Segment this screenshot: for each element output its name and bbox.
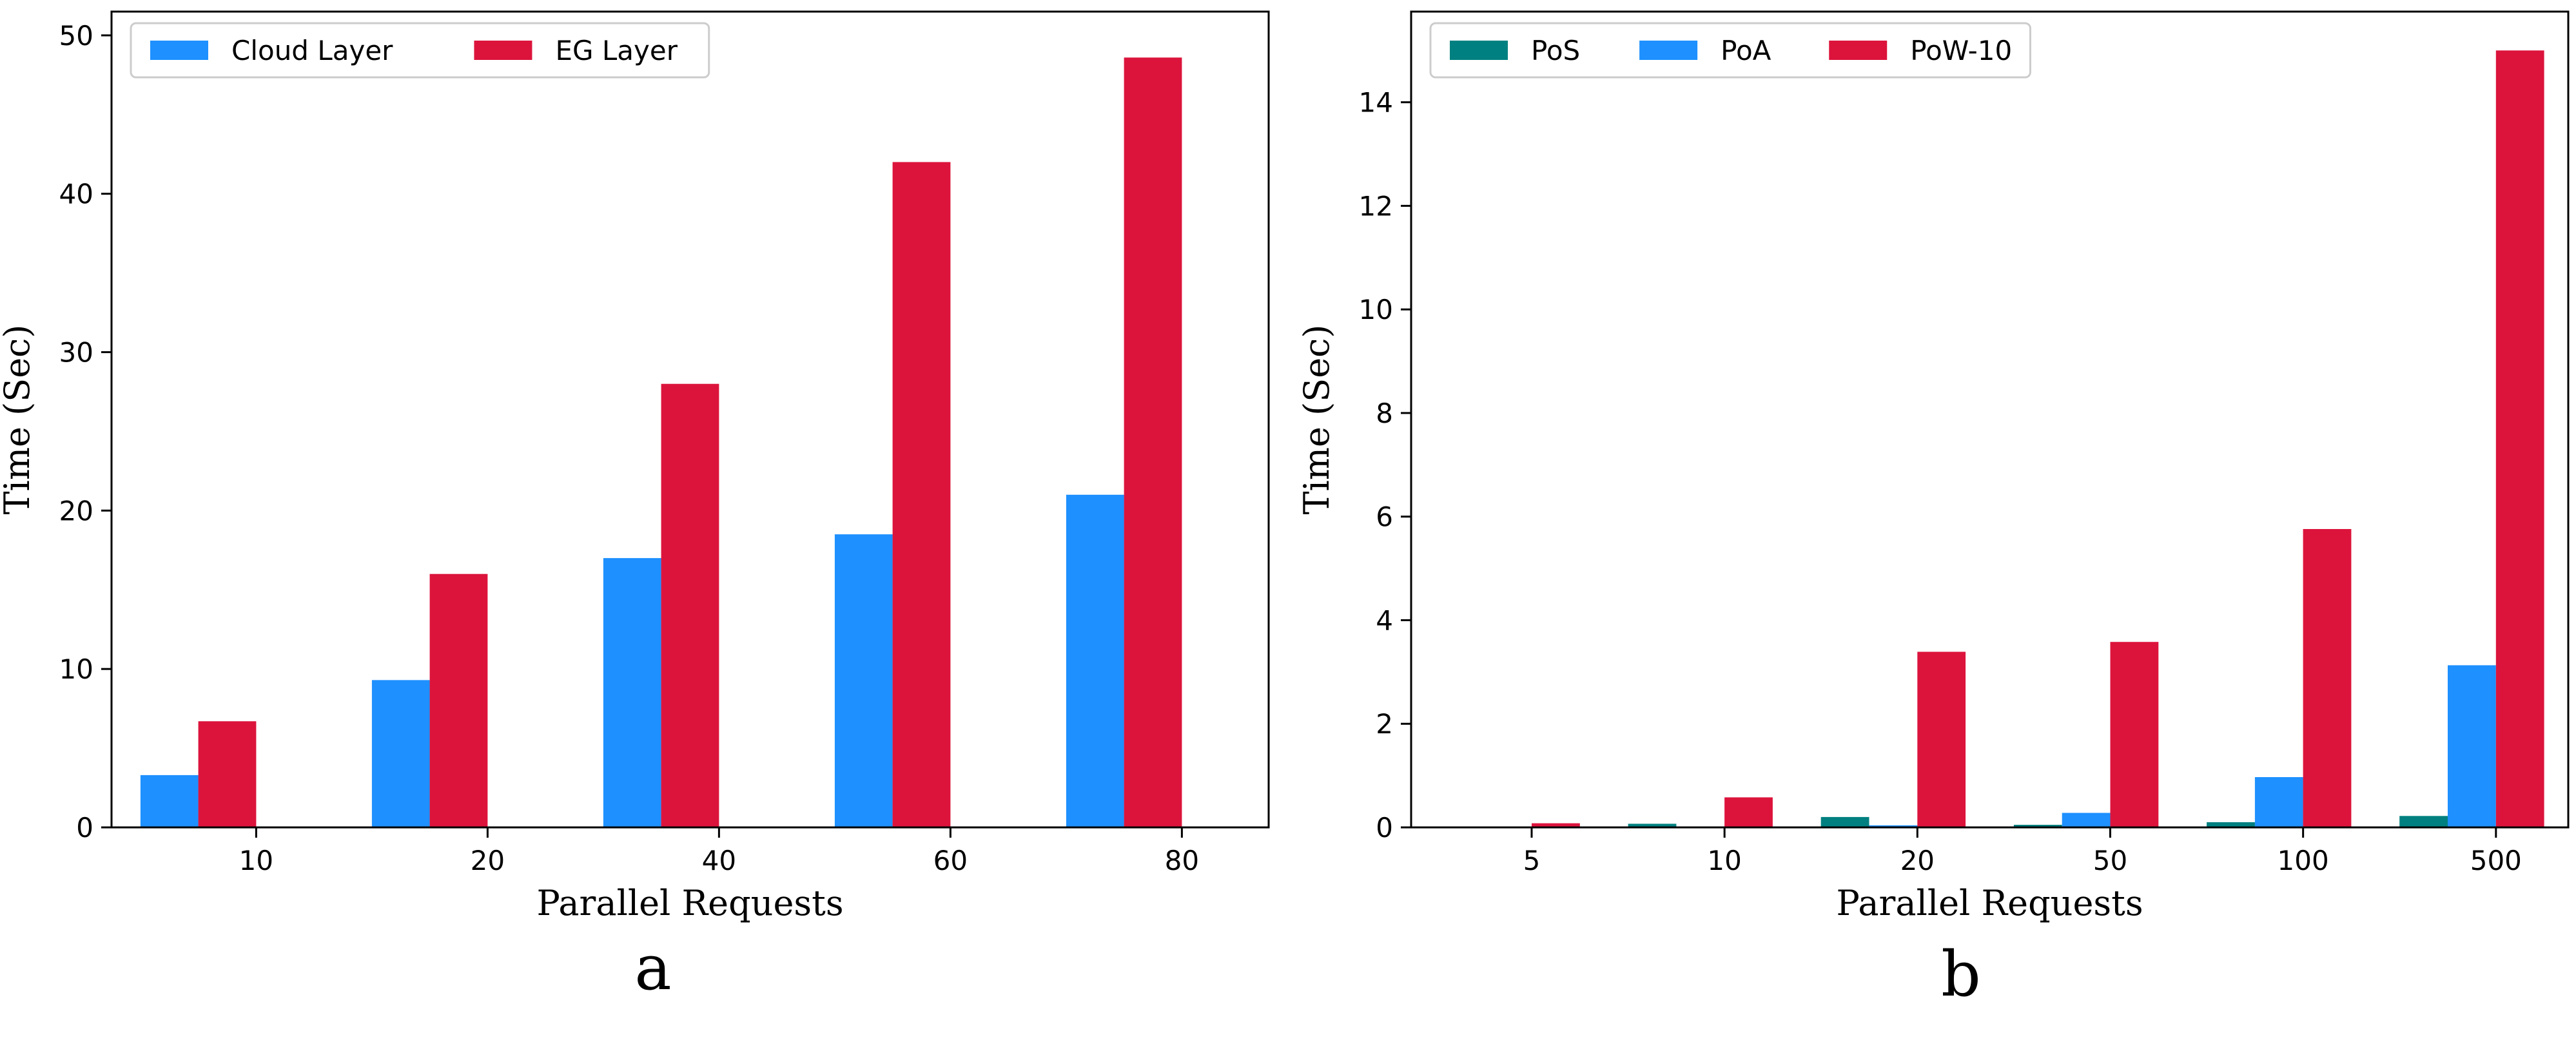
y-tick-label: 6 (1376, 501, 1393, 533)
panel-label: a (634, 932, 671, 1004)
y-tick-label: 50 (59, 20, 93, 52)
y-tick-label: 0 (76, 812, 93, 843)
bar-cloud-layer-40 (603, 558, 661, 827)
legend-label: PoS (1531, 35, 1580, 66)
x-tick-label: 500 (2470, 845, 2522, 876)
legend: PoS PoA PoW-10 (1429, 22, 2031, 79)
y-axis-title: Time (Sec) (0, 325, 37, 515)
bar-poa-20 (1869, 825, 1918, 827)
legend-swatch (1639, 41, 1698, 60)
bar-poa-500 (2448, 665, 2496, 827)
bar-pos-50 (2013, 825, 2062, 827)
bar-eg-layer-40 (661, 383, 719, 827)
bar-pos-10 (1628, 824, 1677, 827)
y-tick-label: 12 (1359, 190, 1393, 222)
bar-cloud-layer-10 (140, 775, 199, 827)
legend-label: PoA (1721, 35, 1771, 66)
bar-eg-layer-80 (1124, 57, 1182, 827)
bar-pow-10-20 (1917, 651, 1966, 827)
legend-box (130, 22, 710, 79)
bar-cloud-layer-80 (1066, 494, 1124, 827)
legend-box (1429, 22, 2031, 79)
x-tick-label: 40 (702, 845, 736, 876)
x-tick-label: 5 (1523, 845, 1541, 876)
bar-pow-10-100 (2303, 529, 2352, 827)
legend-label: Cloud Layer (231, 35, 393, 66)
legend-swatch (474, 41, 532, 60)
bar-pos-100 (2207, 822, 2255, 827)
x-tick-label: 60 (933, 845, 968, 876)
chart-panel-a: 10 20 40 60 80 0 10 20 30 40 50 Parallel Requests Ti… (0, 10, 1270, 1004)
x-tick-label: 10 (1707, 845, 1741, 876)
bar-pos-500 (2399, 816, 2448, 827)
y-tick-label: 40 (59, 178, 93, 210)
y-tick-label: 10 (59, 653, 93, 685)
bar-cloud-layer-20 (371, 680, 430, 827)
x-tick-label: 80 (1165, 845, 1199, 876)
y-tick-label: 4 (1376, 604, 1393, 636)
plot-frame (1410, 10, 2570, 829)
y-tick-label: 8 (1376, 398, 1393, 429)
y-tick-label: 20 (59, 495, 93, 526)
bar-pow-10-500 (2495, 50, 2544, 827)
legend-swatch (1450, 41, 1508, 60)
bar-pow-10-50 (2110, 642, 2159, 827)
bar-pow-10-10 (1724, 797, 1773, 827)
y-tick-label: 30 (59, 337, 93, 369)
bar-pow-10-5 (1532, 823, 1580, 827)
x-tick-label: 20 (1900, 845, 1935, 876)
x-axis-title: Parallel Requests (536, 883, 843, 923)
x-tick-label: 100 (2278, 845, 2329, 876)
x-tick-label: 10 (239, 845, 273, 876)
bar-cloud-layer-60 (834, 534, 893, 827)
legend-label: EG Layer (555, 35, 678, 66)
bar-pos-20 (1820, 816, 1869, 827)
bar-eg-layer-10 (198, 721, 257, 827)
legend-swatch (1829, 41, 1888, 60)
x-axis-title: Parallel Requests (1836, 883, 2143, 923)
chart-panel-b: 5 10 20 50 100 500 0 2 4 6 8 10 12 14 Parallel Request… (1296, 10, 2570, 1010)
legend-swatch (150, 41, 208, 60)
x-tick-label: 50 (2093, 845, 2127, 876)
plot-frame (110, 10, 1270, 829)
y-axis-title: Time (Sec) (1296, 325, 1337, 515)
y-tick-label: 2 (1376, 708, 1393, 740)
bar-poa-50 (2062, 813, 2111, 827)
x-tick-label: 20 (471, 845, 505, 876)
bar-eg-layer-60 (892, 162, 951, 827)
bar-eg-layer-20 (429, 573, 488, 827)
panel-label: b (1941, 938, 1980, 1010)
y-tick-label: 10 (1359, 294, 1393, 325)
y-tick-label: 0 (1376, 812, 1393, 843)
legend: Cloud Layer EG Layer (130, 22, 710, 79)
y-tick-label: 14 (1359, 87, 1393, 119)
legend-label: PoW-10 (1910, 35, 2012, 66)
bar-poa-100 (2254, 777, 2303, 827)
